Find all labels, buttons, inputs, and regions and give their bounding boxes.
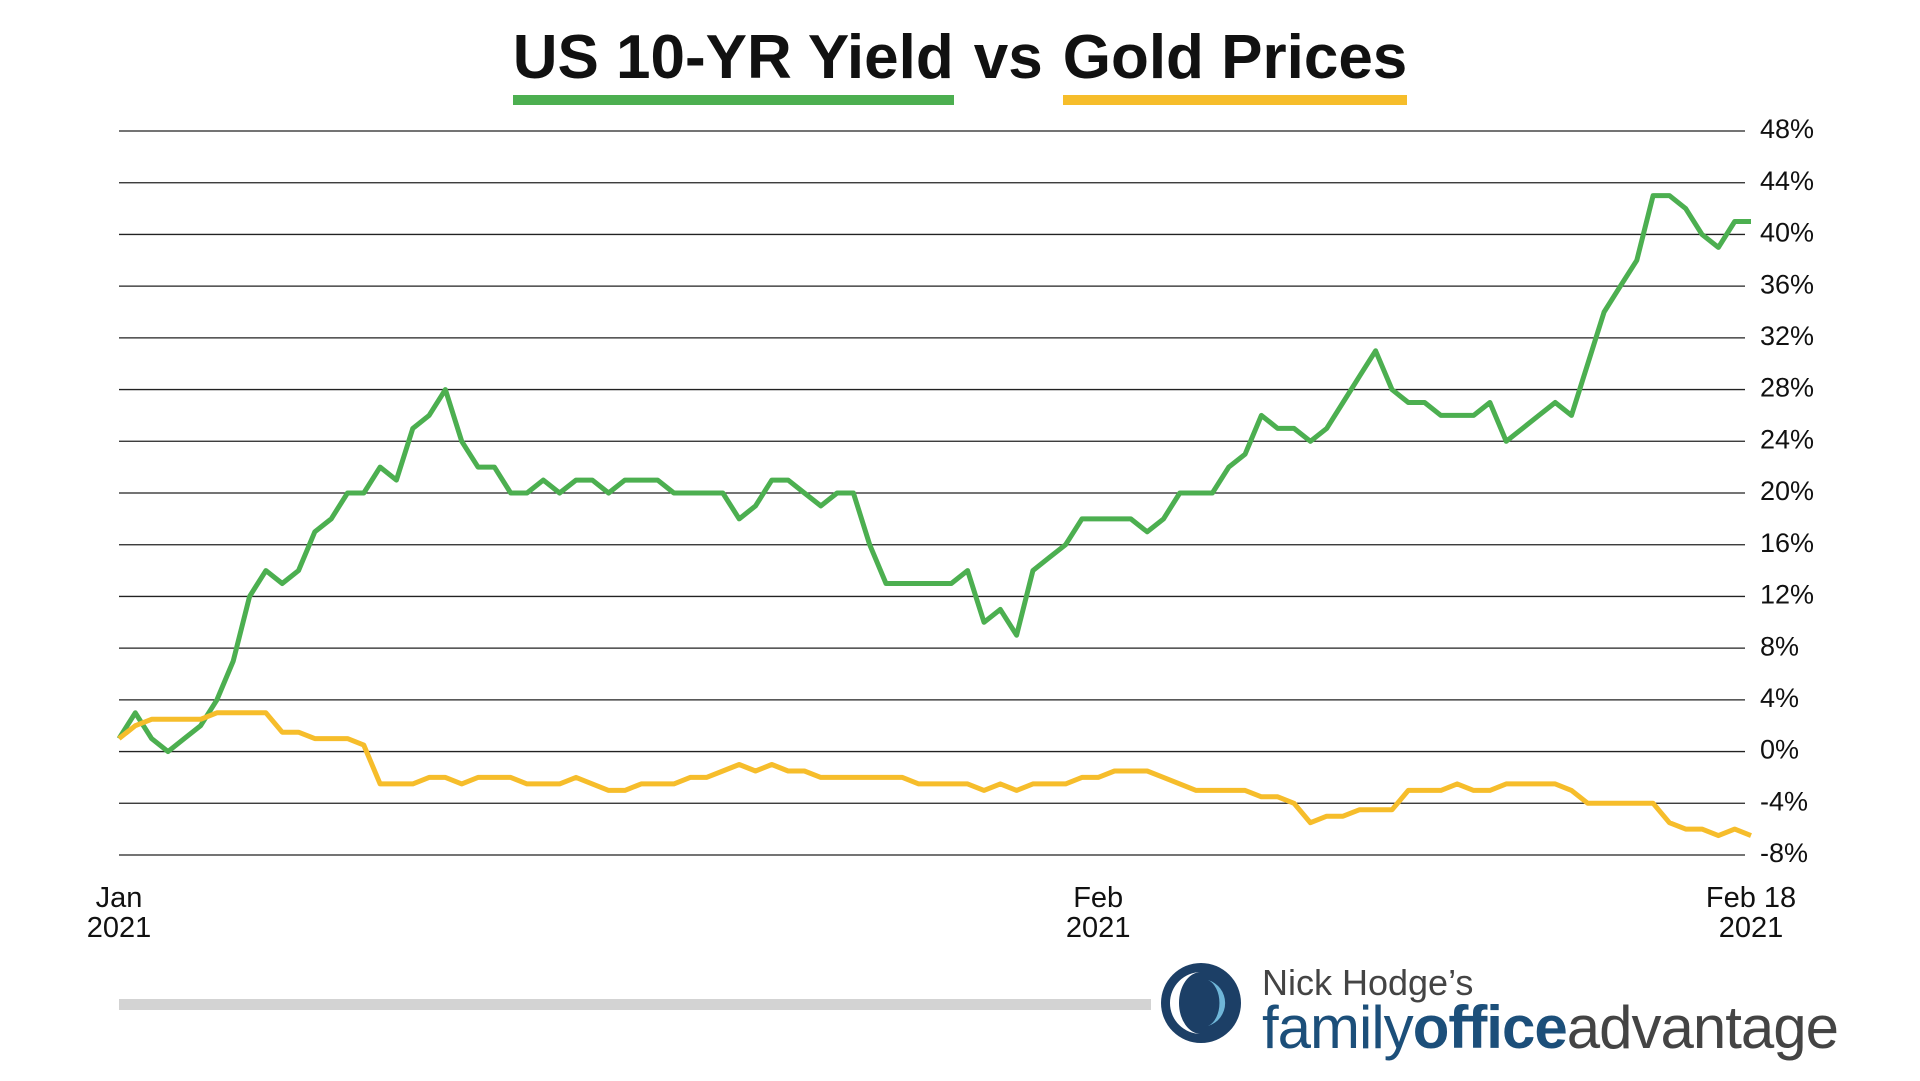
y-tick-label: 40% bbox=[1760, 218, 1814, 248]
logo-word: family bbox=[1262, 994, 1414, 1061]
logo-word: advantage bbox=[1566, 994, 1839, 1061]
y-tick-label: -4% bbox=[1760, 786, 1808, 816]
footer-bar bbox=[119, 999, 1151, 1010]
y-tick-label: 16% bbox=[1760, 528, 1814, 558]
y-tick-label: 48% bbox=[1760, 114, 1814, 144]
y-tick-label: 28% bbox=[1760, 373, 1814, 403]
x-tick-label: Feb 2021 bbox=[1065, 882, 1131, 944]
logo-line1: Nick Hodge’s bbox=[1262, 962, 1474, 1003]
x-tick-label: Jan 2021 bbox=[86, 882, 152, 944]
y-tick-label: 36% bbox=[1760, 269, 1814, 299]
x-tick-label: Feb 18 2021 bbox=[1705, 882, 1797, 944]
y-tick-label: 0% bbox=[1760, 735, 1799, 765]
y-tick-label: 4% bbox=[1760, 683, 1799, 713]
title-part: US 10-YR Yield bbox=[512, 22, 954, 105]
line-series bbox=[117, 710, 1752, 839]
y-tick-label: 12% bbox=[1760, 580, 1814, 610]
title-part: vs bbox=[973, 23, 1043, 92]
logo-word: office bbox=[1412, 994, 1568, 1061]
y-tick-label: 8% bbox=[1760, 631, 1799, 661]
line-series bbox=[116, 193, 1751, 755]
y-tick-label: -8% bbox=[1760, 838, 1808, 868]
y-tick-label: 20% bbox=[1760, 476, 1814, 506]
title-part: Gold Prices bbox=[1062, 22, 1408, 105]
logo-line2: familyofficeadvantage bbox=[1262, 993, 1839, 1062]
y-tick-label: 24% bbox=[1760, 424, 1814, 454]
logo-icon bbox=[1161, 963, 1241, 1043]
y-tick-label: 32% bbox=[1760, 321, 1814, 351]
y-tick-label: 44% bbox=[1760, 166, 1814, 196]
chart-title: US 10-YR Yield vs Gold Prices bbox=[0, 22, 1920, 105]
